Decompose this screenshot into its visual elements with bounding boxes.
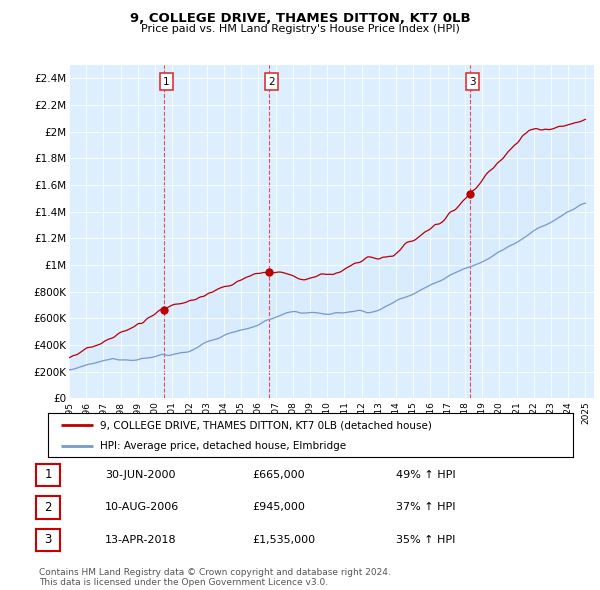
Text: 1: 1	[163, 77, 170, 87]
Text: 2: 2	[268, 77, 275, 87]
Text: 9, COLLEGE DRIVE, THAMES DITTON, KT7 0LB (detached house): 9, COLLEGE DRIVE, THAMES DITTON, KT7 0LB…	[101, 421, 433, 430]
Text: £665,000: £665,000	[252, 470, 305, 480]
Text: This data is licensed under the Open Government Licence v3.0.: This data is licensed under the Open Gov…	[39, 578, 328, 587]
Text: 49% ↑ HPI: 49% ↑ HPI	[396, 470, 455, 480]
Text: HPI: Average price, detached house, Elmbridge: HPI: Average price, detached house, Elmb…	[101, 441, 347, 451]
Text: Contains HM Land Registry data © Crown copyright and database right 2024.: Contains HM Land Registry data © Crown c…	[39, 568, 391, 577]
Text: 10-AUG-2006: 10-AUG-2006	[105, 503, 179, 512]
Text: £945,000: £945,000	[252, 503, 305, 512]
Text: 37% ↑ HPI: 37% ↑ HPI	[396, 503, 455, 512]
Text: 35% ↑ HPI: 35% ↑ HPI	[396, 535, 455, 545]
Text: 9, COLLEGE DRIVE, THAMES DITTON, KT7 0LB: 9, COLLEGE DRIVE, THAMES DITTON, KT7 0LB	[130, 12, 470, 25]
Text: Price paid vs. HM Land Registry's House Price Index (HPI): Price paid vs. HM Land Registry's House …	[140, 25, 460, 34]
Text: 30-JUN-2000: 30-JUN-2000	[105, 470, 176, 480]
Text: £1,535,000: £1,535,000	[252, 535, 315, 545]
Text: 3: 3	[469, 77, 476, 87]
Text: 3: 3	[44, 533, 52, 546]
Text: 13-APR-2018: 13-APR-2018	[105, 535, 176, 545]
Text: 1: 1	[44, 468, 52, 481]
Text: 2: 2	[44, 501, 52, 514]
